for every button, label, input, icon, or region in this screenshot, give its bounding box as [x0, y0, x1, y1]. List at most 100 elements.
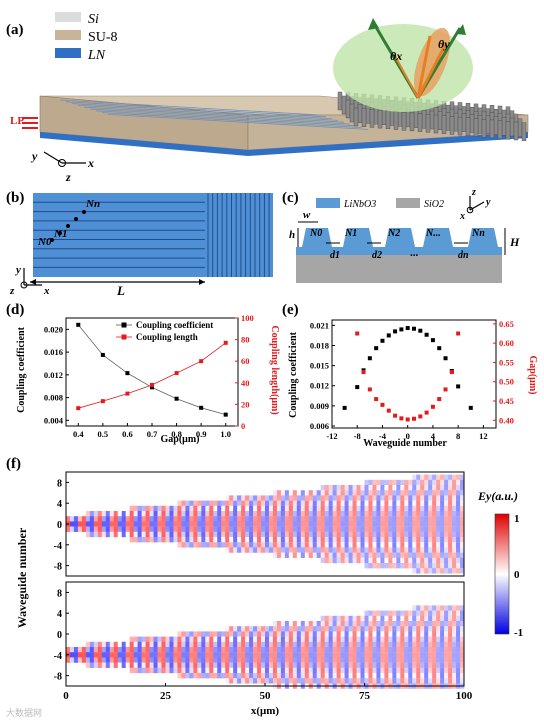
- heatmap-cell: [201, 537, 206, 543]
- heatmap-cell: [332, 631, 338, 637]
- heatmap-cell: [97, 526, 103, 532]
- heatmap-cell: [233, 673, 238, 679]
- chart-e-y2label: Gap(μm): [527, 356, 538, 395]
- heatmap-cell: [245, 673, 250, 679]
- heatmap-cell: [276, 647, 282, 653]
- heatmap-cell: [272, 636, 278, 642]
- heatmap-cell: [364, 547, 369, 553]
- heatmap-cell: [221, 511, 226, 517]
- heatmap-cell: [253, 495, 258, 501]
- heatmap-cell: [113, 652, 119, 658]
- heatmap-cell: [149, 641, 154, 648]
- heatmap-cell: [181, 673, 186, 679]
- heatmap-cell: [304, 652, 310, 658]
- heatmap-cell: [233, 657, 238, 663]
- heatmap-cell: [372, 657, 377, 663]
- heatmap-cell: [193, 631, 198, 637]
- heatmap-cell: [448, 516, 453, 522]
- heatmap-cell: [292, 537, 298, 543]
- heatmap-cell: [145, 526, 150, 532]
- heatmap-cell: [272, 547, 278, 553]
- heatmap-cell: [324, 615, 330, 622]
- heatmap-cell: [416, 526, 421, 532]
- heatmap-cell: [221, 526, 226, 532]
- data-point: [100, 399, 105, 404]
- heatmap-cell: [432, 610, 437, 616]
- heatmap-cell: [404, 631, 409, 637]
- heatmap-cell: [300, 537, 306, 543]
- heatmap-cell: [372, 615, 377, 622]
- heatmap-cell: [336, 557, 342, 564]
- heatmap-cell: [268, 500, 274, 506]
- heatmap-cell: [320, 495, 326, 501]
- heatmap-cell: [416, 657, 421, 663]
- heatmap-cell: [448, 610, 453, 616]
- heatmap-cell: [416, 563, 421, 569]
- heatmap-cell: [328, 495, 334, 501]
- heatmap-cell: [284, 621, 290, 627]
- pillar: [453, 112, 459, 132]
- heatmap-cell: [205, 641, 210, 648]
- heatmap-cell: [456, 495, 461, 501]
- heatmap-cell: [189, 652, 194, 658]
- heatmap-cell: [412, 537, 417, 543]
- heatmap-cell: [456, 673, 461, 679]
- heatmap-cell: [368, 610, 373, 616]
- heatmap-cell: [340, 552, 345, 558]
- heatmap-cell: [149, 537, 154, 543]
- heatmap-cell: [332, 647, 338, 653]
- heatmap-cell: [213, 636, 218, 642]
- heatmap-cell: [380, 505, 385, 512]
- heatmap-cell: [217, 505, 222, 512]
- heatmap-cell: [428, 610, 433, 616]
- heatmap-cell: [356, 621, 361, 627]
- heatmap-cell: [408, 641, 413, 648]
- heatmap-cell: [336, 647, 342, 653]
- heatmap-cell: [460, 547, 465, 553]
- panel-d-label: (d): [6, 302, 24, 318]
- heatmap-cell: [420, 636, 425, 642]
- heatmap-cell: [412, 511, 417, 517]
- heatmap-cell: [245, 547, 250, 553]
- heatmap-cell: [348, 662, 353, 668]
- heatmap-cell: [376, 652, 381, 658]
- heatmap-cell: [408, 662, 413, 668]
- heatmap-cell: [364, 647, 369, 653]
- heatmap-cell: [352, 521, 357, 527]
- heatmap-cell: [261, 662, 266, 668]
- heatmap-cell: [185, 641, 190, 648]
- heatmap-cell: [352, 673, 357, 679]
- heatmap-cell: [340, 667, 345, 674]
- heatmap-cell: [217, 631, 222, 637]
- pillar: [509, 117, 515, 137]
- heatmap-cell: [272, 626, 278, 632]
- heatmap-cell: [280, 531, 286, 538]
- heatmap-cell: [412, 516, 417, 522]
- heatmap-cell: [412, 474, 417, 480]
- heatmap-cell: [352, 647, 357, 653]
- heatmap-cell: [280, 631, 286, 637]
- heatmap-cell: [452, 678, 457, 684]
- heatmap-cell: [268, 531, 274, 538]
- heatmap-cell: [392, 657, 397, 663]
- heatmap-cell: [452, 537, 457, 543]
- heatmap-cell: [436, 657, 441, 663]
- heatmap-cell: [81, 521, 87, 527]
- heatmap-cell: [404, 641, 409, 648]
- heatmap-cell: [440, 626, 445, 632]
- heatmap-cell: [173, 662, 178, 668]
- heatmap-cell: [448, 479, 453, 486]
- heatmap-cell: [332, 537, 338, 543]
- heatmap-cell: [312, 636, 318, 642]
- heatmap-cell: [85, 521, 91, 527]
- heatmap-cell: [356, 495, 361, 501]
- heatmap-cell: [332, 657, 338, 663]
- heatmap-cell: [276, 490, 282, 496]
- heatmap-cell: [261, 516, 266, 522]
- heatmap-cell: [340, 636, 345, 642]
- heatmap-cell: [340, 511, 345, 517]
- heatmap-cell: [424, 552, 429, 558]
- pillar: [429, 110, 435, 130]
- heatmap-cell: [308, 621, 314, 627]
- heatmap-cell: [460, 552, 465, 558]
